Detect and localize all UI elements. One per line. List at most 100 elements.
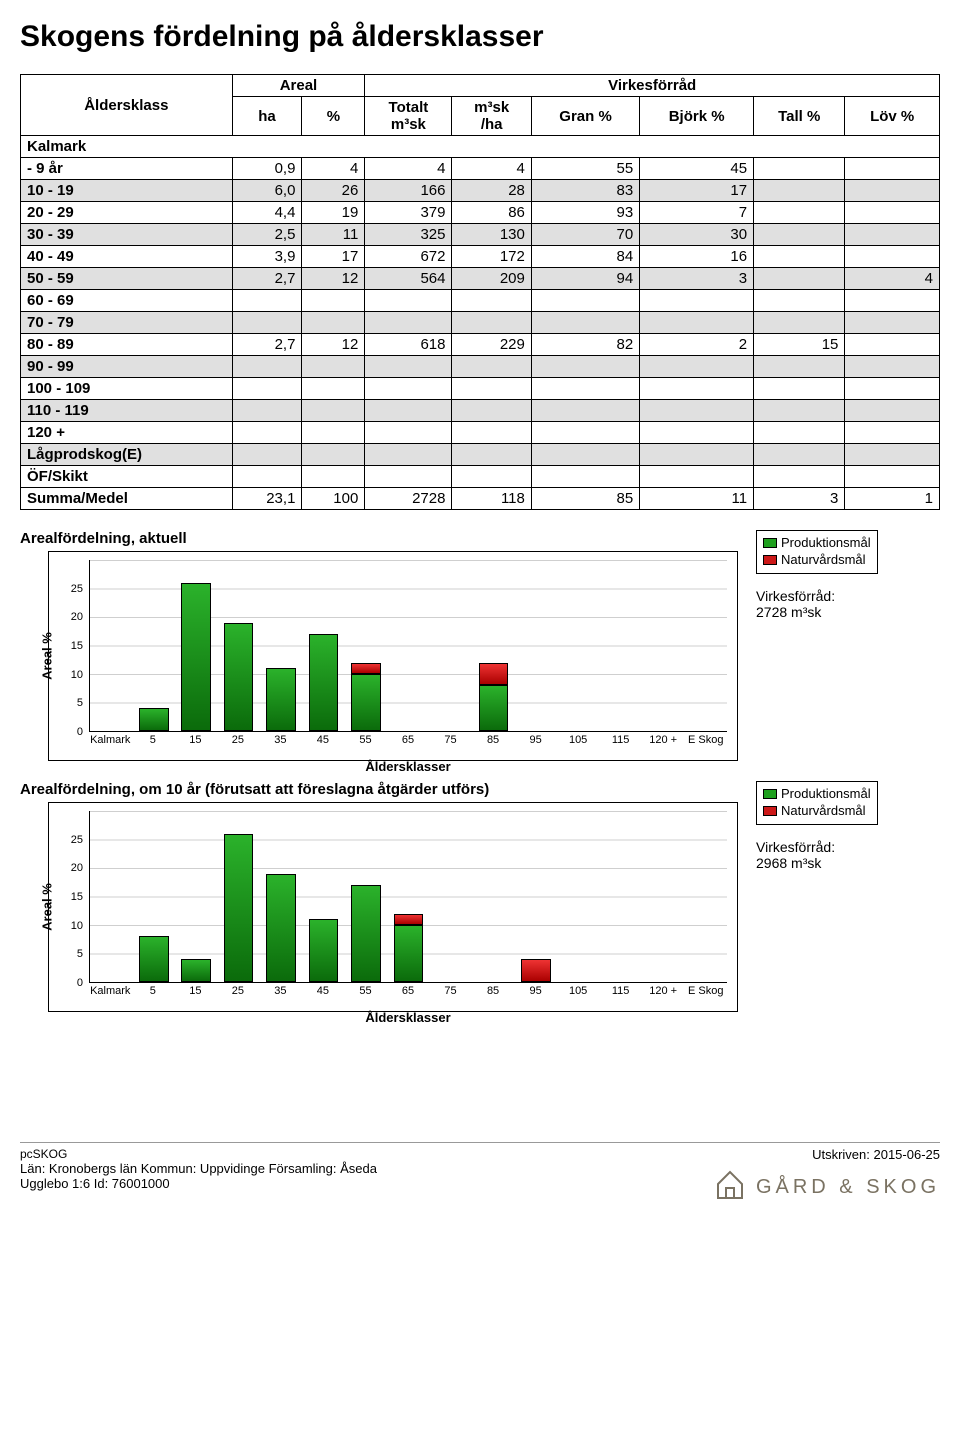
- x-tick: 120 +: [649, 985, 677, 997]
- table-cell: [754, 400, 845, 422]
- table-cell: 2: [640, 334, 754, 356]
- table-cell: [531, 444, 639, 466]
- bar: [564, 811, 594, 982]
- col-ha: ha: [232, 97, 302, 136]
- table-cell: [754, 466, 845, 488]
- table-cell: 618: [365, 334, 452, 356]
- x-tick: 65: [402, 985, 414, 997]
- bar: [394, 560, 424, 731]
- table-cell: [365, 290, 452, 312]
- table-cell: 325: [365, 224, 452, 246]
- table-row: 60 - 69: [21, 290, 940, 312]
- bar: [351, 560, 381, 731]
- table-cell: 6,0: [232, 180, 302, 202]
- table-cell: [365, 444, 452, 466]
- chart1-stock-value: 2728 m³sk: [756, 604, 878, 620]
- table-cell: [754, 290, 845, 312]
- y-tick: 15: [71, 891, 83, 903]
- table-cell: Lågprodskog(E): [21, 444, 233, 466]
- table-cell: [640, 356, 754, 378]
- table-row: ÖF/Skikt: [21, 466, 940, 488]
- bar: [479, 811, 509, 982]
- bar: [181, 560, 211, 731]
- table-cell: Summa/Medel: [21, 488, 233, 510]
- table-cell: [302, 312, 365, 334]
- bar: [351, 811, 381, 982]
- x-tick: Kalmark: [90, 985, 130, 997]
- table-cell: 28: [452, 180, 531, 202]
- table-cell: 7: [640, 202, 754, 224]
- x-tick: 45: [317, 985, 329, 997]
- table-cell: [754, 356, 845, 378]
- table-cell: [452, 378, 531, 400]
- table-cell: [365, 422, 452, 444]
- table-cell: [302, 422, 365, 444]
- bar: [266, 811, 296, 982]
- table-cell: [452, 400, 531, 422]
- y-tick: 5: [77, 948, 83, 960]
- table-cell: 84: [531, 246, 639, 268]
- bar: [139, 811, 169, 982]
- table-cell: 70: [531, 224, 639, 246]
- table-cell: [232, 400, 302, 422]
- y-tick: 0: [77, 726, 83, 738]
- table-cell: 130: [452, 224, 531, 246]
- table-cell: [845, 180, 940, 202]
- table-cell: 12: [302, 268, 365, 290]
- table-cell: 1: [845, 488, 940, 510]
- y-tick: 15: [71, 640, 83, 652]
- footer-line2: Ugglebo 1:6 Id: 76001000: [20, 1176, 377, 1191]
- table-cell: 26: [302, 180, 365, 202]
- table-cell: 19: [302, 202, 365, 224]
- table-cell: 11: [302, 224, 365, 246]
- table-cell: 3,9: [232, 246, 302, 268]
- table-cell: 93: [531, 202, 639, 224]
- table-cell: 2728: [365, 488, 452, 510]
- table-cell: 4: [452, 158, 531, 180]
- legend-prod-label: Produktionsmål: [781, 535, 871, 552]
- col-lov: Löv %: [845, 97, 940, 136]
- table-cell: 100 - 109: [21, 378, 233, 400]
- col-aldersklass: Åldersklass: [21, 75, 233, 136]
- page-title: Skogens fördelning på åldersklasser: [20, 20, 940, 54]
- table-cell: [365, 312, 452, 334]
- age-class-table: Åldersklass Areal Virkesförråd ha % Tota…: [20, 74, 940, 510]
- table-cell: 110 - 119: [21, 400, 233, 422]
- table-cell: 12: [302, 334, 365, 356]
- y-tick: 0: [77, 977, 83, 989]
- app-name: pcSKOG: [20, 1147, 377, 1161]
- table-cell: 82: [531, 334, 639, 356]
- y-tick: 20: [71, 862, 83, 874]
- bar: [564, 560, 594, 731]
- x-tick: 55: [359, 985, 371, 997]
- table-cell: 672: [365, 246, 452, 268]
- legend-prod-swatch: [763, 538, 777, 548]
- y-tick: 10: [71, 669, 83, 681]
- y-tick: 25: [71, 834, 83, 846]
- table-cell: 86: [452, 202, 531, 224]
- legend-prod-swatch: [763, 789, 777, 799]
- table-cell: 55: [531, 158, 639, 180]
- table-cell: [302, 290, 365, 312]
- table-cell: 4,4: [232, 202, 302, 224]
- y-tick: 25: [71, 583, 83, 595]
- bar: [181, 811, 211, 982]
- x-tick: 45: [317, 734, 329, 746]
- table-cell: [640, 422, 754, 444]
- chart2-stock-label: Virkesförråd:: [756, 839, 878, 855]
- colgroup-areal: Areal: [232, 75, 365, 97]
- table-cell: [232, 466, 302, 488]
- table-cell: 50 - 59: [21, 268, 233, 290]
- table-cell: [365, 466, 452, 488]
- table-section: Kalmark: [21, 136, 940, 158]
- table-cell: [452, 312, 531, 334]
- chart1-legend: Produktionsmål Naturvårdsmål: [756, 530, 878, 574]
- col-gran: Gran %: [531, 97, 639, 136]
- table-row: 90 - 99: [21, 356, 940, 378]
- chart1: Areal % 0510152025 Åldersklasser Kalmark…: [48, 551, 738, 761]
- table-cell: [640, 290, 754, 312]
- table-cell: 17: [640, 180, 754, 202]
- legend-natur-label: Naturvårdsmål: [781, 803, 866, 820]
- printed-date: Utskriven: 2015-06-25: [714, 1147, 940, 1162]
- table-cell: [845, 400, 940, 422]
